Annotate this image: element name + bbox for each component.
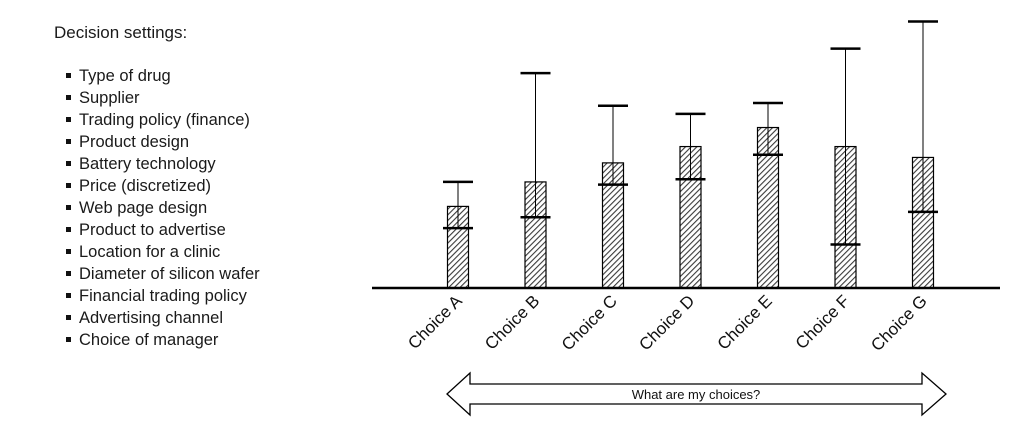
bullet-icon	[66, 227, 71, 232]
bullet-icon	[66, 139, 71, 144]
bar-group	[908, 20, 938, 289]
category-labels: Choice A Choice B Choice C Choice D Choice E…	[404, 291, 931, 355]
bar-group	[830, 47, 861, 289]
list-item-label: Choice of manager	[79, 331, 219, 349]
bar-group	[753, 101, 783, 289]
settings-list: Type of drug Supplier Trading policy (fi…	[54, 65, 354, 351]
list-item: Battery technology	[66, 153, 354, 175]
list-item-label: Battery technology	[79, 155, 216, 173]
list-item-label: Diameter of silicon wafer	[79, 265, 260, 283]
category-label: Choice A	[404, 291, 466, 353]
list-item: Product to advertise	[66, 219, 354, 241]
bullet-icon	[66, 293, 71, 298]
list-item: Advertising channel	[66, 307, 354, 329]
category-label: Choice D	[635, 291, 698, 354]
list-item: Diameter of silicon wafer	[66, 263, 354, 285]
list-item-label: Supplier	[79, 89, 140, 107]
list-item-label: Financial trading policy	[79, 287, 247, 305]
bullet-icon	[66, 117, 71, 122]
bar-group	[520, 71, 551, 289]
bullet-icon	[66, 205, 71, 210]
list-item-label: Advertising channel	[79, 309, 224, 327]
bullet-icon	[66, 73, 71, 78]
settings-title: Decision settings:	[54, 23, 188, 42]
list-item: Trading policy (finance)	[66, 109, 354, 131]
bullet-icon	[66, 315, 71, 320]
bullet-icon	[66, 337, 71, 342]
list-item: Price (discretized)	[66, 175, 354, 197]
bars-layer	[443, 20, 938, 289]
list-item: Financial trading policy	[66, 285, 354, 307]
arrow-label: What are my choices?	[632, 387, 761, 402]
bullet-icon	[66, 95, 71, 100]
list-item: Supplier	[66, 87, 354, 109]
list-item-label: Product to advertise	[79, 221, 226, 239]
category-label: Choice G	[867, 291, 931, 355]
bullet-icon	[66, 271, 71, 276]
list-item-label: Price (discretized)	[79, 177, 212, 195]
bar-group	[675, 112, 706, 289]
double-arrow-shape	[446, 371, 947, 417]
bullet-icon	[66, 249, 71, 254]
bar-group	[598, 104, 628, 289]
list-item: Location for a clinic	[66, 241, 354, 263]
list-item: Type of drug	[66, 65, 354, 87]
category-label: Choice C	[558, 291, 621, 354]
category-label: Choice E	[714, 291, 776, 353]
list-item-label: Web page design	[79, 199, 208, 217]
list-item-label: Type of drug	[79, 67, 171, 85]
list-item: Product design	[66, 131, 354, 153]
category-label: Choice B	[481, 291, 543, 353]
list-item-label: Location for a clinic	[79, 243, 221, 261]
category-label: Choice F	[792, 291, 854, 353]
list-item-label: Product design	[79, 133, 190, 151]
bar-group	[443, 180, 473, 289]
bullet-icon	[66, 161, 71, 166]
list-item: Choice of manager	[66, 329, 354, 351]
list-item: Web page design	[66, 197, 354, 219]
list-item-label: Trading policy (finance)	[79, 111, 250, 129]
bullet-icon	[66, 183, 71, 188]
choices-double-arrow: What are my choices?	[446, 371, 947, 417]
decision-settings-panel: Decision settings: Type of drug Supplier…	[54, 22, 354, 351]
